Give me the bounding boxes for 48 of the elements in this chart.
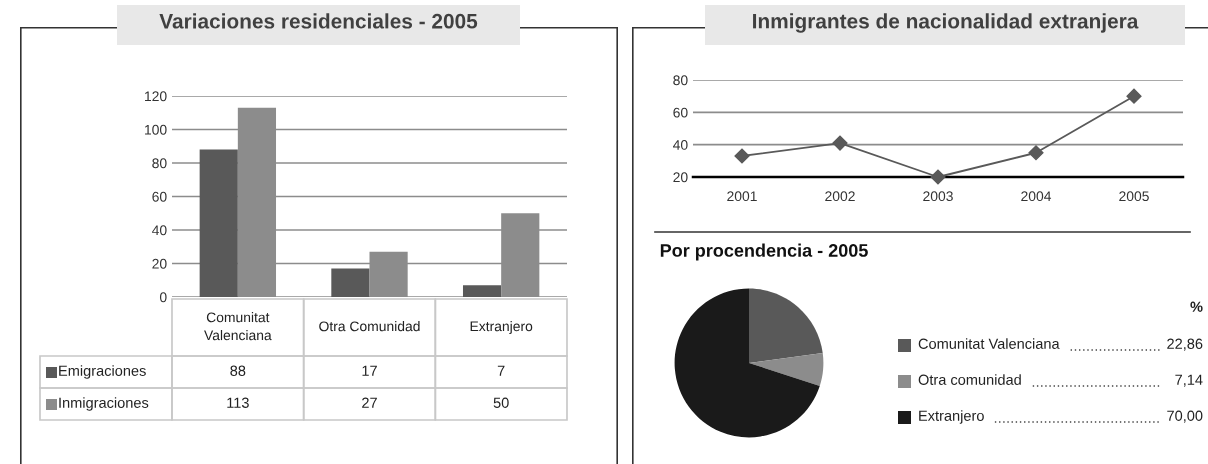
legend-label: Inmigraciones [59,397,149,411]
chart-title: Inmigrantes de nacionalidad extranjera [753,13,1139,33]
legend-label: Comunitat Valenciana [918,338,1060,349]
pie-slice [749,353,824,386]
x-tick-label: 2004 [1021,191,1052,202]
point [1028,145,1044,161]
pie-slice [674,288,820,438]
chart-title: Por procendencia - 2005 [660,243,868,261]
y-tick-label: 20 [673,172,688,183]
x-tick-label: Otra Comunidad [319,321,420,332]
x-tick-label: Extranjero [470,321,533,334]
data-label: 7 [497,365,505,376]
bar [462,285,502,297]
legend-label: Otra comunidad [918,374,1021,385]
x-tick-label: Comunitat Valenciana [204,312,272,341]
y-tick-label: 40 [673,140,688,150]
y-tick-label: 60 [673,107,688,118]
chart-title: Variaciones residenciales - 2005 [159,13,478,29]
bar [199,149,238,297]
y-tick-label: 80 [673,75,688,86]
x-tick-label: 2005 [1119,191,1149,202]
bar [331,268,370,297]
y-tick-label: 80 [152,158,167,169]
x-tick-label: 2002 [825,191,855,202]
point [832,135,848,151]
y-tick-label: 60 [152,191,167,202]
data-label: 88 [230,365,246,376]
x-tick-label: 2003 [923,191,953,202]
point [930,169,946,185]
data-label: 50 [493,397,509,408]
y-tick-label: 20 [152,258,167,269]
x-tick-label: 2001 [727,191,757,202]
data-label: 22,86 [1167,338,1203,351]
legend-label: Extranjero [919,410,984,424]
data-label: 70,00 [1167,410,1203,423]
data-label: 113 [227,397,249,408]
data-label: 7,14 [1175,374,1203,387]
y-tick-label: 40 [152,225,167,236]
legend-label: Emigraciones [59,365,146,379]
data-label: 17 [362,365,377,376]
legend-title: % [1190,301,1203,312]
pie-slice [749,288,823,363]
point [1126,88,1142,104]
y-tick-label: 100 [145,124,167,135]
y-tick-label: 0 [159,292,167,303]
y-tick-label: 120 [145,91,167,102]
point [734,148,750,164]
data-label: 27 [362,397,377,408]
